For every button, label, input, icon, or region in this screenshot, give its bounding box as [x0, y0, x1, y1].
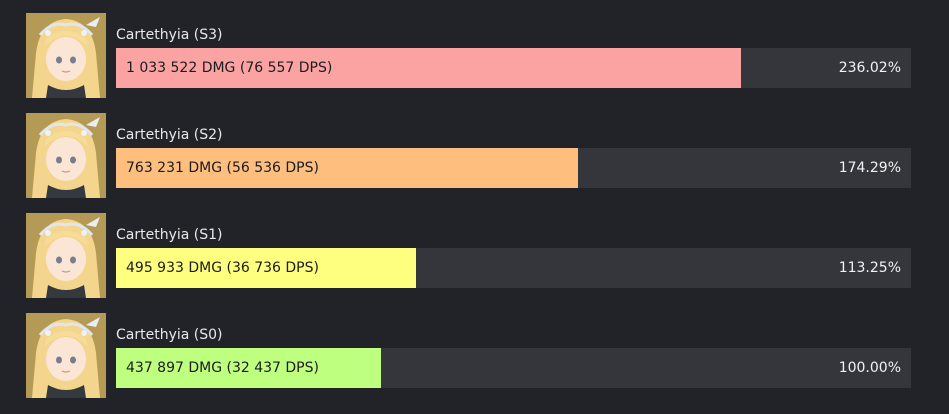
category-label: Cartethyia (S0) [116, 327, 223, 343]
bar [116, 348, 381, 388]
percent-label: 100.00% [838, 360, 901, 376]
bar-data-label: 437 897 DMG (32 437 DPS) [126, 360, 319, 376]
chart-row: Cartethyia (S1) 495 933 DMG (36 736 DPS) 1… [0, 200, 949, 300]
bar-track: 1 033 522 DMG (76 557 DPS) 236.02% [116, 48, 911, 88]
bar [116, 48, 741, 88]
chart-row: Cartethyia (S0) 437 897 DMG (32 437 DPS) 1… [0, 300, 949, 400]
character-portrait-icon [26, 13, 106, 98]
percent-label: 174.29% [838, 160, 901, 176]
bar-data-label: 763 231 DMG (56 536 DPS) [126, 160, 319, 176]
character-portrait-icon [26, 313, 106, 398]
bar-track: 437 897 DMG (32 437 DPS) 100.00% [116, 348, 911, 388]
percent-label: 236.02% [838, 60, 901, 76]
bar-track: 495 933 DMG (36 736 DPS) 113.25% [116, 248, 911, 288]
bar-track: 763 231 DMG (56 536 DPS) 174.29% [116, 148, 911, 188]
bar [116, 248, 416, 288]
bar [116, 148, 578, 188]
category-label: Cartethyia (S3) [116, 27, 223, 43]
category-label: Cartethyia (S1) [116, 227, 223, 243]
percent-label: 113.25% [838, 260, 901, 276]
character-portrait-icon [26, 213, 106, 298]
bar-data-label: 495 933 DMG (36 736 DPS) [126, 260, 319, 276]
category-label: Cartethyia (S2) [116, 127, 223, 143]
bar-data-label: 1 033 522 DMG (76 557 DPS) [126, 60, 333, 76]
character-portrait-icon [26, 113, 106, 198]
chart-row: Cartethyia (S3) 1 033 522 DMG (76 557 DPS… [0, 0, 949, 100]
chart-row: Cartethyia (S2) 763 231 DMG (56 536 DPS) 1… [0, 100, 949, 200]
